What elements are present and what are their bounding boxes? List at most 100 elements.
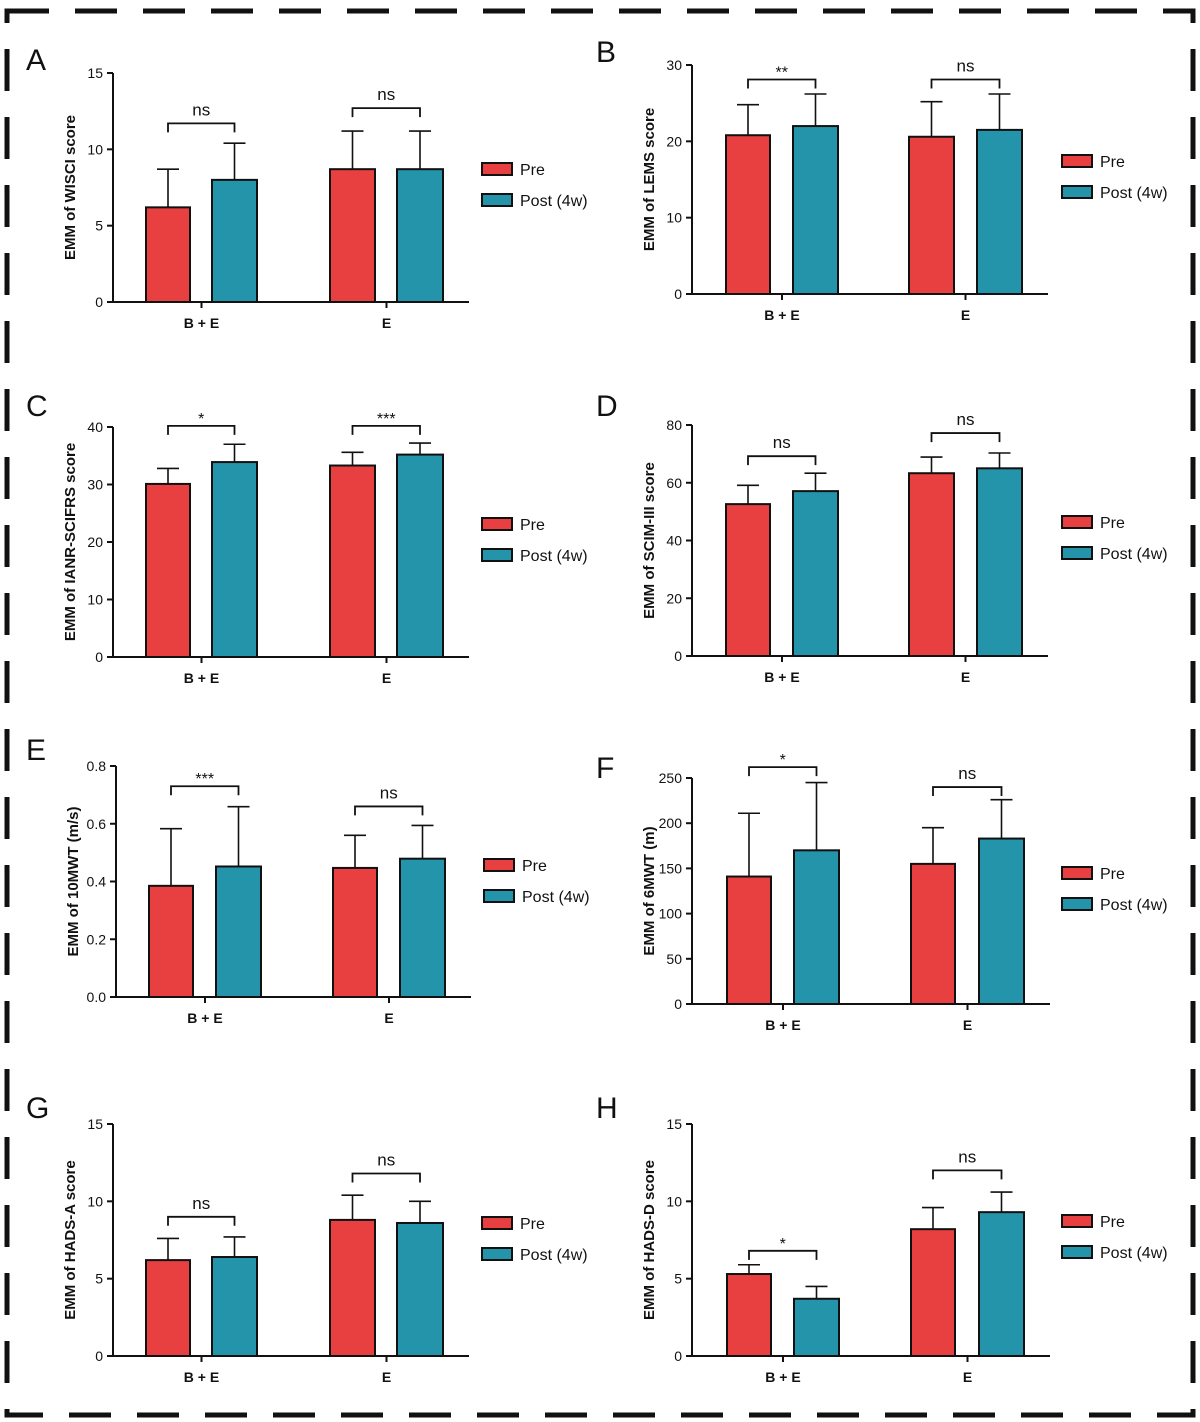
panel-letter: G <box>26 1092 49 1125</box>
legend-swatch-post <box>483 889 515 903</box>
y-tick-label: 250 <box>659 770 683 786</box>
bar-pre-b-plus-e <box>726 1273 772 1357</box>
x-tick-label: B + E <box>764 307 799 323</box>
y-tick-label: 0 <box>674 996 682 1012</box>
y-tick-label: 0.6 <box>87 816 107 832</box>
legend-swatch-pre <box>481 517 513 531</box>
legend-swatch-post <box>1061 897 1093 911</box>
panel-letter: D <box>596 390 618 423</box>
y-tick-label: 20 <box>87 534 103 550</box>
significance-bracket <box>747 455 817 466</box>
significance-label: ns <box>377 1150 395 1169</box>
legend-swatch-post <box>481 193 513 207</box>
legend-swatch-post <box>1061 546 1093 560</box>
y-tick-label: 30 <box>87 477 103 493</box>
bar-pre-b-plus-e <box>145 1259 191 1358</box>
bar-post-b-plus-e <box>793 849 840 1005</box>
legend-label-pre: Pre <box>520 517 545 534</box>
bar-post-e <box>978 837 1025 1005</box>
legend-label-pre: Pre <box>1100 515 1125 532</box>
y-tick-label: 10 <box>666 210 682 226</box>
bar-pre-e <box>329 464 376 658</box>
legend-label-pre: Pre <box>1100 154 1125 171</box>
legend-swatch-pre <box>1061 515 1093 529</box>
y-tick-label: 20 <box>666 590 682 606</box>
panel-letter: E <box>26 734 46 767</box>
bar-pre-e <box>908 472 955 657</box>
legend-label-post: Post (4w) <box>1100 185 1168 202</box>
panel-letter: C <box>26 390 48 423</box>
significance-bracket <box>932 786 1003 797</box>
y-tick-label: 50 <box>666 951 682 967</box>
chart-panel-b: B EMM of LEMS score 0 10 20 30 B + E E ** ns Pre Po… <box>596 36 1168 323</box>
x-tick-label: E <box>382 315 391 331</box>
y-tick-label: 0.2 <box>87 931 107 947</box>
legend-label-post: Post (4w) <box>1100 546 1168 563</box>
y-axis-label: EMM of LEMS score <box>641 108 658 251</box>
significance-label: ns <box>192 1194 210 1213</box>
bar-pre-e <box>332 866 378 999</box>
y-tick-label: 30 <box>666 57 682 73</box>
y-axis-label: EMM of 6MWT (m) <box>641 826 658 955</box>
bar-post-e <box>976 128 1023 295</box>
significance-bracket <box>167 424 236 435</box>
y-tick-label: 0 <box>95 1348 103 1364</box>
x-tick-label: B + E <box>765 1369 800 1385</box>
y-tick-label: 10 <box>666 1193 682 1209</box>
significance-bracket <box>748 766 818 777</box>
legend-swatch-post <box>1061 185 1093 199</box>
significance-bracket <box>170 785 240 796</box>
legend-label-pre: Pre <box>1100 1214 1125 1231</box>
y-tick-label: 100 <box>659 906 683 922</box>
significance-label: *** <box>195 771 214 788</box>
x-tick-label: E <box>961 307 970 323</box>
legend-label-pre: Pre <box>522 858 547 875</box>
y-tick-label: 5 <box>674 1271 682 1287</box>
bar-pre-b-plus-e <box>145 482 191 658</box>
y-tick-label: 10 <box>87 1193 103 1209</box>
chart-panel-a: A EMM of WISCI score 0 5 10 15 B + E Ens ns Pre Po… <box>26 44 588 331</box>
bar-pre-b-plus-e <box>726 875 772 1006</box>
chart-panel-c: C EMM of IANR-SCIFRS score 0 10 20 30 40 B + E E… <box>26 390 588 686</box>
y-tick-label: 15 <box>87 1116 103 1132</box>
y-tick-label: 150 <box>659 860 683 876</box>
y-tick-label: 15 <box>666 1116 682 1132</box>
bar-pre-b-plus-e <box>725 134 771 295</box>
y-axis-label: EMM of SCIM-III score <box>641 462 658 619</box>
y-tick-label: 10 <box>87 141 103 157</box>
significance-label: *** <box>377 411 396 428</box>
bar-pre-e <box>910 862 956 1005</box>
bar-pre-e <box>329 168 376 303</box>
legend-label-post: Post (4w) <box>1100 897 1168 914</box>
chart-panel-g: G EMM of HADS-A score 0 5 10 15 B + E Ens ns Pre P… <box>26 1092 588 1385</box>
y-tick-label: 200 <box>659 815 683 831</box>
legend-swatch-pre <box>1061 1214 1093 1228</box>
y-tick-label: 80 <box>666 417 682 433</box>
y-axis-label: EMM of HADS-A score <box>62 1160 79 1319</box>
significance-bracket <box>354 805 424 816</box>
significance-label: ns <box>958 1147 976 1166</box>
y-tick-label: 0.4 <box>87 874 107 890</box>
legend-swatch-post <box>481 548 513 562</box>
bar-pre-b-plus-e <box>725 503 771 657</box>
legend-swatch-pre <box>481 1216 513 1230</box>
legend-label-pre: Pre <box>1100 866 1125 883</box>
y-tick-label: 40 <box>87 419 103 435</box>
chart-panel-f: F EMM of 6MWT (m) 0 50 100 150 200 250 B + E E * ns… <box>596 752 1168 1033</box>
significance-label: ns <box>377 85 395 104</box>
significance-bracket <box>932 1169 1003 1180</box>
y-tick-label: 5 <box>95 218 103 234</box>
x-tick-label: E <box>382 670 391 686</box>
x-tick-label: E <box>963 1369 972 1385</box>
x-tick-label: B + E <box>184 315 219 331</box>
legend-label-pre: Pre <box>520 162 545 179</box>
panel-letter: B <box>596 36 616 69</box>
x-tick-label: B + E <box>187 1010 222 1026</box>
legend-swatch-post <box>1061 1245 1093 1259</box>
significance-bracket <box>748 1249 818 1260</box>
significance-label: ns <box>380 783 398 802</box>
panel-letter: A <box>26 44 46 77</box>
significance-label: ns <box>958 764 976 783</box>
significance-label: ns <box>773 433 791 452</box>
panel-letter: F <box>596 752 614 785</box>
